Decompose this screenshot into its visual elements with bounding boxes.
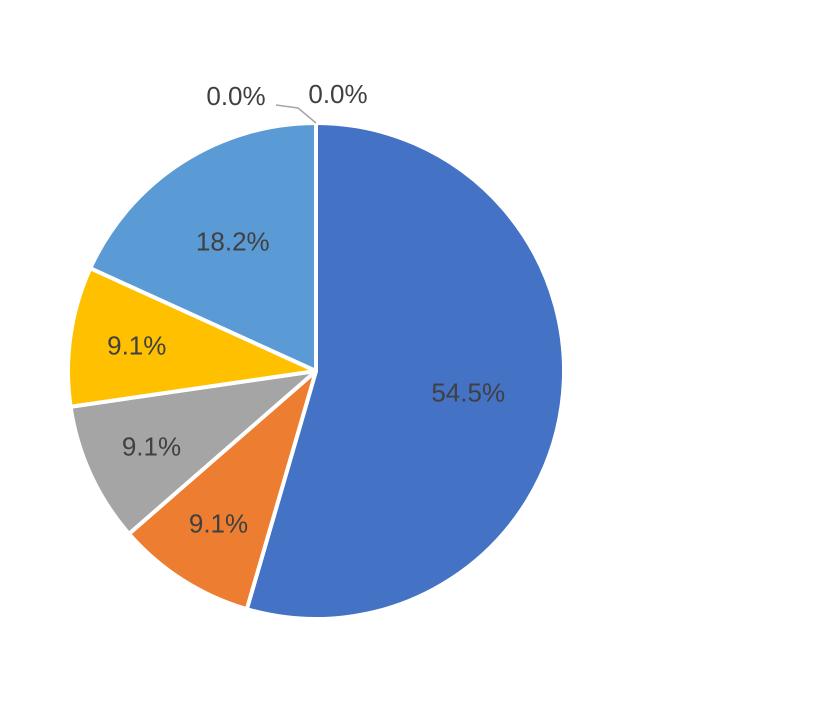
leader-line-6 <box>275 104 317 124</box>
pie-slice-3 <box>68 369 318 536</box>
pie-data-label-3: 9.1% <box>122 432 181 462</box>
pie-data-label-4: 9.1% <box>107 330 166 360</box>
pie-data-label-5: 18.2% <box>196 227 270 257</box>
pie-slice-2 <box>126 369 318 612</box>
pie-data-labels: 54.5% 9.1% 9.1% 9.1% 18.2% 0.0% 0.0% <box>107 79 505 539</box>
pie-data-label-2: 9.1% <box>189 509 248 539</box>
pie-slices <box>66 121 566 621</box>
pie-data-label-6: 0.0% <box>206 81 265 111</box>
pie-slice-4 <box>66 266 318 409</box>
pie-data-label-7: 0.0% <box>308 79 367 109</box>
pie-slice-5 <box>88 121 318 373</box>
pie-leader-lines <box>275 104 317 124</box>
pie-data-label-1: 54.5% <box>431 378 505 408</box>
pie-slice-1 <box>244 121 566 621</box>
